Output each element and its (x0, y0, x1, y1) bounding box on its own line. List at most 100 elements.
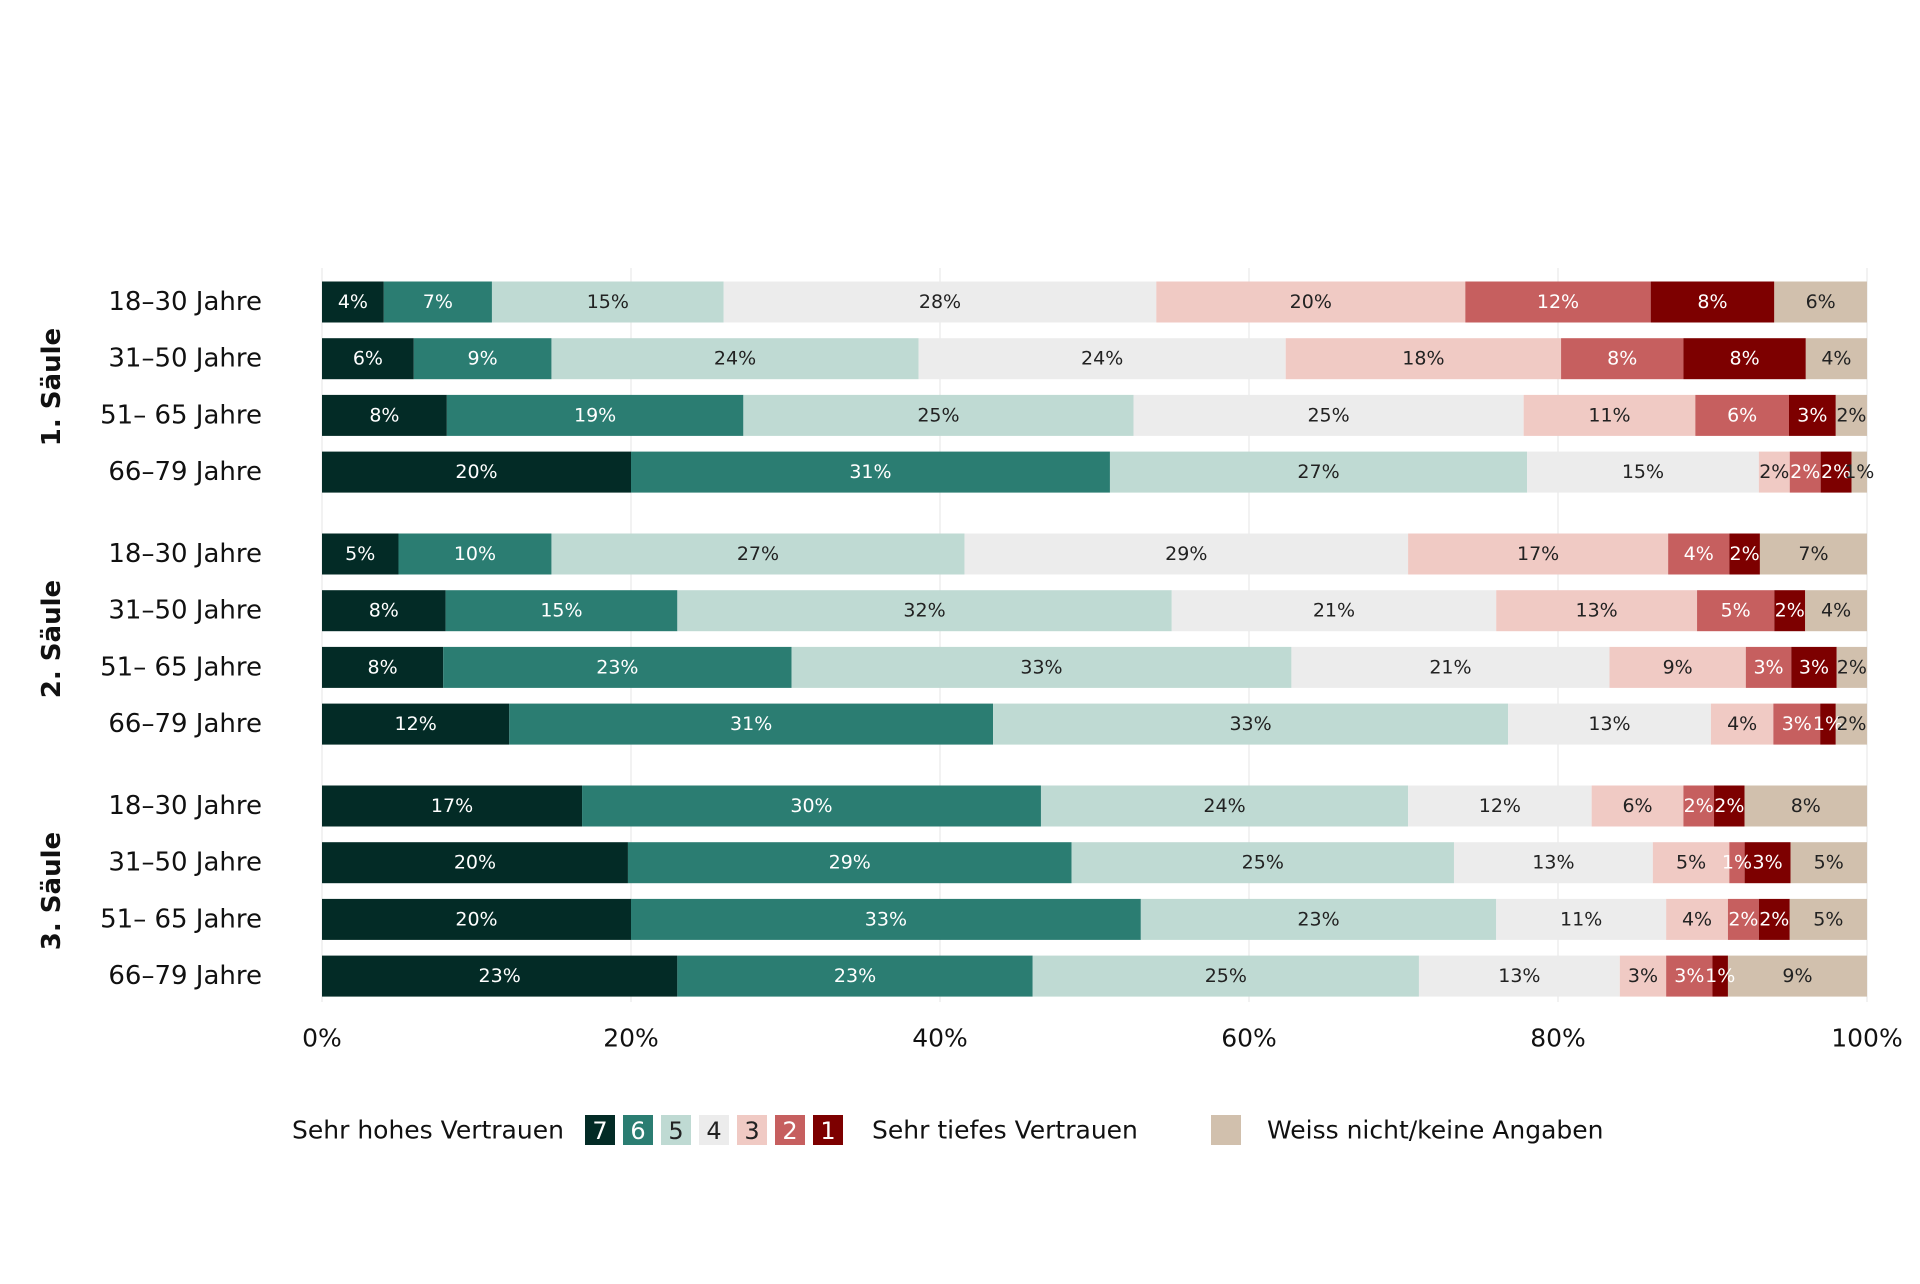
bar-segment-Weiss nicht/keine Angaben (1774, 281, 1867, 323)
legend-swatch-label: 7 (592, 1117, 607, 1145)
data-label: 5% (1814, 852, 1844, 874)
legend-right-text: Sehr tiefes Vertrauen (872, 1116, 1138, 1145)
bar-segment-1 (1650, 281, 1775, 323)
data-label: 9% (1782, 965, 1812, 987)
bar-segment-5 (791, 646, 1292, 688)
data-label: 7% (1798, 543, 1828, 565)
bar-segment-6 (398, 533, 552, 575)
bar-segment-7 (322, 533, 399, 575)
data-label: 4% (1682, 908, 1712, 930)
bar-segment-7 (322, 281, 384, 323)
bar-segment-7 (322, 898, 631, 940)
bar-segment-1 (1774, 590, 1806, 632)
data-label: 1% (1813, 713, 1843, 735)
group-label: 2. Säule (37, 580, 67, 698)
bar-segment-3 (1408, 533, 1669, 575)
data-label: 23% (834, 965, 876, 987)
bar-segment-7 (322, 646, 444, 688)
data-label: 7% (423, 291, 453, 313)
data-label: 9% (1663, 656, 1693, 678)
bar-segment-7 (322, 338, 414, 380)
data-label: 18% (1402, 348, 1444, 370)
bar-segment-7 (322, 842, 628, 884)
legend-swatch-na (1211, 1115, 1241, 1145)
data-label: 2% (1821, 461, 1851, 483)
x-tick-label: 80% (1530, 1024, 1586, 1053)
data-label: 8% (368, 656, 398, 678)
bar-segment-4 (1496, 898, 1667, 940)
legend-swatch-label: 4 (706, 1117, 721, 1145)
bar-segment-1 (1744, 842, 1791, 884)
data-label: 6% (353, 348, 383, 370)
data-label: 2% (1714, 795, 1744, 817)
labels-layer: 4% 7% 15% 28% 20% 12% 8% 6% 6% 9% 24% 24% 18% 8% 8% 4% 8… (338, 291, 1875, 987)
bar-segment-3 (1523, 394, 1696, 436)
axis-layer: 1. Säule 18–30 Jahre 31–50 Jahre 51– 65 Jah… (37, 287, 1903, 1053)
data-label: 12% (1479, 795, 1521, 817)
bar-segment-6 (631, 898, 1141, 940)
bar-segment-3 (1652, 842, 1730, 884)
bar-segment-1 (1791, 646, 1837, 688)
legend-swatch-7 (585, 1115, 615, 1145)
bar-segment-4 (918, 338, 1286, 380)
data-label: 33% (1229, 713, 1271, 735)
data-label: 2% (1730, 543, 1760, 565)
row-label: 31–50 Jahre (108, 344, 262, 374)
data-label: 2% (1836, 713, 1866, 735)
data-label: 12% (395, 713, 437, 735)
data-label: 28% (919, 291, 961, 313)
row-label: 18–30 Jahre (108, 287, 262, 317)
data-label: 5% (1813, 908, 1843, 930)
data-label: 15% (1622, 461, 1664, 483)
bar-segment-6 (446, 394, 744, 436)
bar-segment-6 (413, 338, 552, 380)
row-label: 66–79 Jahre (108, 457, 262, 487)
bar-segment-2 (1465, 281, 1651, 323)
bar-segment-3 (1591, 785, 1684, 827)
data-label: 23% (479, 965, 521, 987)
bar-segment-2 (1729, 842, 1745, 884)
data-label: 8% (1697, 291, 1727, 313)
bar-segment-5 (1040, 785, 1409, 827)
legend-swatch-1 (813, 1115, 843, 1145)
data-label: 2% (1728, 908, 1758, 930)
data-label: 33% (865, 908, 907, 930)
data-label: 8% (1607, 348, 1637, 370)
bar-segment-2 (1695, 394, 1789, 436)
bar-segment-3 (1710, 703, 1774, 745)
row-label: 66–79 Jahre (108, 709, 262, 739)
data-label: 4% (338, 291, 368, 313)
bar-segment-3 (1666, 898, 1728, 940)
bar-segment-7 (322, 703, 510, 745)
bar-segment-Weiss nicht/keine Angaben (1835, 703, 1867, 745)
data-label: 29% (1165, 543, 1207, 565)
bar-segment-5 (1071, 842, 1454, 884)
legend-swatch-label: 2 (782, 1117, 797, 1145)
data-label: 27% (1297, 461, 1339, 483)
bar-segment-1 (1714, 785, 1745, 827)
data-label: 3% (1797, 404, 1827, 426)
bar-segment-4 (1133, 394, 1524, 436)
bar-segment-6 (631, 451, 1110, 493)
data-label: 3% (1674, 965, 1704, 987)
row-label: 31–50 Jahre (108, 596, 262, 626)
x-tick-label: 40% (912, 1024, 968, 1053)
data-label: 3% (1782, 713, 1812, 735)
data-label: 6% (1727, 404, 1757, 426)
data-label: 2% (1759, 908, 1789, 930)
bar-segment-5 (1109, 451, 1528, 493)
data-label: 24% (714, 348, 756, 370)
bar-segment-Weiss nicht/keine Angaben (1759, 533, 1867, 575)
data-label: 25% (1307, 404, 1349, 426)
bar-segment-6 (677, 955, 1033, 997)
data-label: 12% (1537, 291, 1579, 313)
row-label: 51– 65 Jahre (100, 400, 262, 430)
bar-segment-2 (1561, 338, 1684, 380)
bar-segment-7 (322, 394, 447, 436)
data-label: 6% (1806, 291, 1836, 313)
row-label: 18–30 Jahre (108, 791, 262, 821)
bar-segment-4 (1508, 703, 1711, 745)
data-label: 24% (1081, 348, 1123, 370)
row-label: 66–79 Jahre (108, 961, 262, 991)
